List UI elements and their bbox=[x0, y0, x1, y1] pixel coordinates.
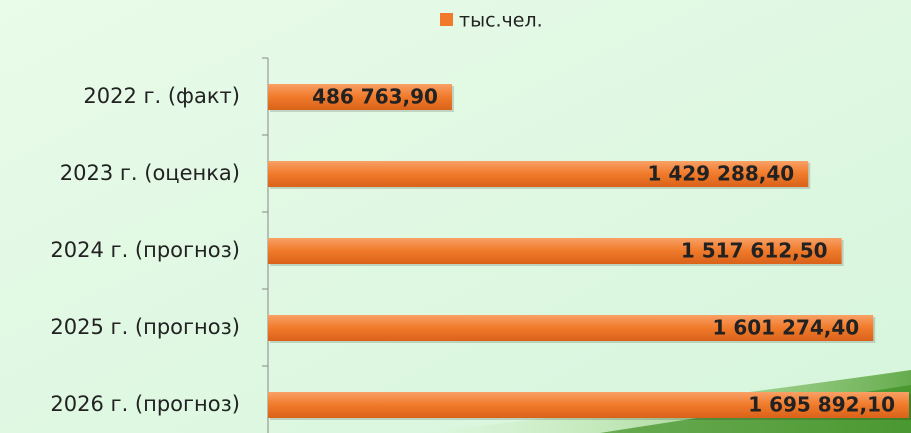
bar bbox=[268, 161, 809, 187]
y-tick-label: 2026 г. (прогноз) bbox=[50, 392, 240, 416]
data-label: 486 763,90 bbox=[312, 85, 438, 109]
y-tick-label: 2022 г. (факт) bbox=[83, 84, 240, 108]
legend-swatch bbox=[440, 13, 453, 26]
legend-label: тыс.чел. bbox=[459, 10, 543, 32]
data-label: 1 601 274,40 bbox=[712, 316, 859, 340]
bar bbox=[268, 392, 909, 418]
data-label: 1 429 288,40 bbox=[647, 162, 794, 186]
y-tick-label: 2023 г. (оценка) bbox=[60, 161, 240, 185]
bar bbox=[268, 315, 874, 341]
data-label: 1 695 892,10 bbox=[748, 393, 895, 417]
bar bbox=[268, 84, 452, 110]
data-label: 1 517 612,50 bbox=[681, 239, 828, 263]
bar bbox=[268, 238, 842, 264]
y-tick-label: 2025 г. (прогноз) bbox=[50, 315, 240, 339]
y-tick-label: 2024 г. (прогноз) bbox=[50, 238, 240, 262]
